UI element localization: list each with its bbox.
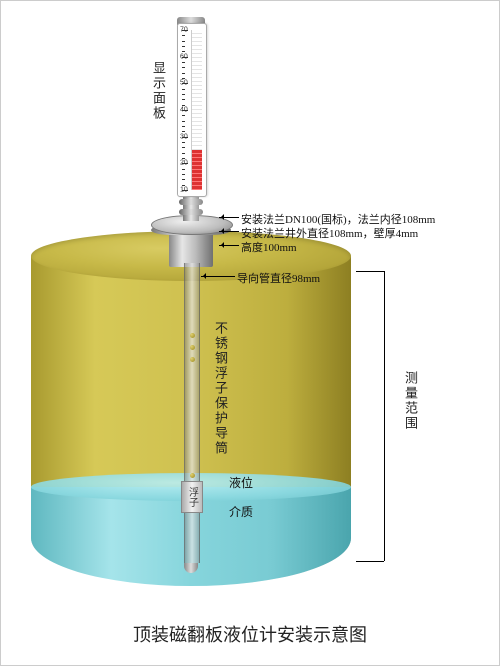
scale-tick-label: 10 [180,187,188,194]
bracket-bottom-h [356,561,384,562]
tube-dot [190,333,195,338]
scale-minor-tick [182,185,185,186]
flap-white-region [192,30,202,150]
scale-minor-tick [182,46,185,47]
scale-minor-tick [182,73,185,74]
scale-minor-tick [182,35,185,36]
float-label: 浮子 [185,487,200,507]
tube-dot [190,345,195,350]
scale-minor-tick [182,147,185,148]
flange-neck [169,231,213,267]
diagram-caption: 顶装磁翻板液位计安装示意图 [1,621,499,647]
arrow-flange-1 [219,217,239,218]
scale-minor-tick [182,121,185,122]
scale-minor-tick [182,67,185,68]
scale-minor-tick [182,62,185,63]
scale-minor-tick [182,142,185,143]
display-panel-label: 显示面板 [149,61,168,121]
arrow-guide-dia [201,276,235,277]
scale-tick-label: 40 [180,107,188,114]
connector-ring-lower [179,209,203,215]
scale-tick-label: 30 [180,133,188,140]
scale-minor-tick [182,89,185,90]
scale-minor-tick [182,126,185,127]
diagram-canvas: 70 60 50 40 30 20 10 浮子 显示面板 不锈钢浮子保护导筒 测量范围 液位… [1,1,499,665]
liquid-level-label: 液位 [229,474,253,491]
connector-ring-upper [179,199,203,205]
scale-track: 70605040302010 [182,30,190,190]
guide-tube [184,263,200,563]
tube-dot [190,473,195,478]
callout-flange-3: 高度100mm [241,239,297,255]
arrow-flange-2 [219,231,239,232]
bracket-vertical [384,271,385,561]
arrow-flange-3 [219,245,239,246]
medium-label: 介质 [229,503,253,520]
tube-dot [190,357,195,362]
scale-tick-label: 50 [180,80,188,87]
scale-minor-tick [182,115,185,116]
flap-red-region [192,150,202,190]
scale-tick-label: 70 [180,27,188,34]
scale-tick-label: 60 [180,53,188,60]
scale-minor-tick [182,179,185,180]
scale-tick-label: 20 [180,160,188,167]
bracket-top-h [356,271,384,272]
scale-minor-tick [182,105,185,106]
scale-minor-tick [182,94,185,95]
scale-minor-tick [182,153,185,154]
float: 浮子 [181,481,203,513]
callout-guide-dia: 导向管直径98mm [237,270,320,286]
scale-minor-tick [182,41,185,42]
guide-tube-label: 不锈钢浮子保护导筒 [211,321,230,456]
measurement-range-label: 测量范围 [401,371,420,431]
scale-minor-tick [182,174,185,175]
flap-track [191,30,202,190]
scale-minor-tick [182,169,185,170]
indicator-panel: 70 60 50 40 30 20 10 [177,23,207,197]
scale-minor-tick [182,99,185,100]
